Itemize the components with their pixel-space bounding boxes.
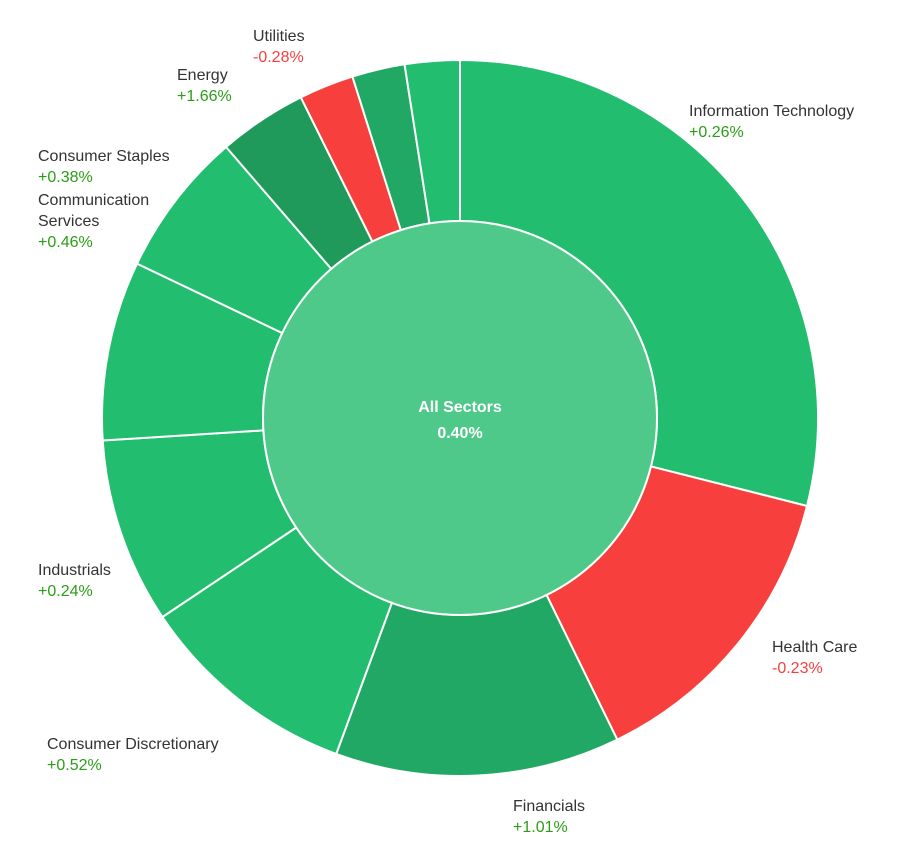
- label-communication-services-name: Communication Services: [38, 192, 149, 230]
- slices-group: [101, 58, 819, 777]
- label-consumer-staples-name: Consumer Staples: [38, 148, 170, 165]
- label-information-technology-name: Information Technology: [689, 103, 854, 120]
- label-energy-name: Energy: [177, 67, 228, 84]
- label-consumer-discretionary-name: Consumer Discretionary: [47, 736, 219, 753]
- label-industrials-name: Industrials: [38, 562, 111, 579]
- label-utilities-name: Utilities: [253, 28, 305, 45]
- center-label: All Sectors: [418, 399, 502, 416]
- label-consumer-staples-change: +0.38%: [38, 169, 93, 186]
- label-communication-services-change: +0.46%: [38, 234, 93, 251]
- labels-group: Information Technology +0.26% Health Care -…: [38, 28, 857, 836]
- label-health-care-change: -0.23%: [772, 660, 823, 677]
- label-health-care-name: Health Care: [772, 639, 857, 656]
- label-industrials-change: +0.24%: [38, 583, 93, 600]
- label-consumer-discretionary-change: +0.52%: [47, 757, 102, 774]
- label-financials-name: Financials: [513, 798, 585, 815]
- label-energy-change: +1.66%: [177, 88, 232, 105]
- center-value: 0.40%: [437, 425, 482, 442]
- label-financials-change: +1.01%: [513, 819, 568, 836]
- center-circle[interactable]: [262, 220, 658, 616]
- label-utilities-change: -0.28%: [253, 49, 304, 66]
- label-information-technology-change: +0.26%: [689, 124, 744, 141]
